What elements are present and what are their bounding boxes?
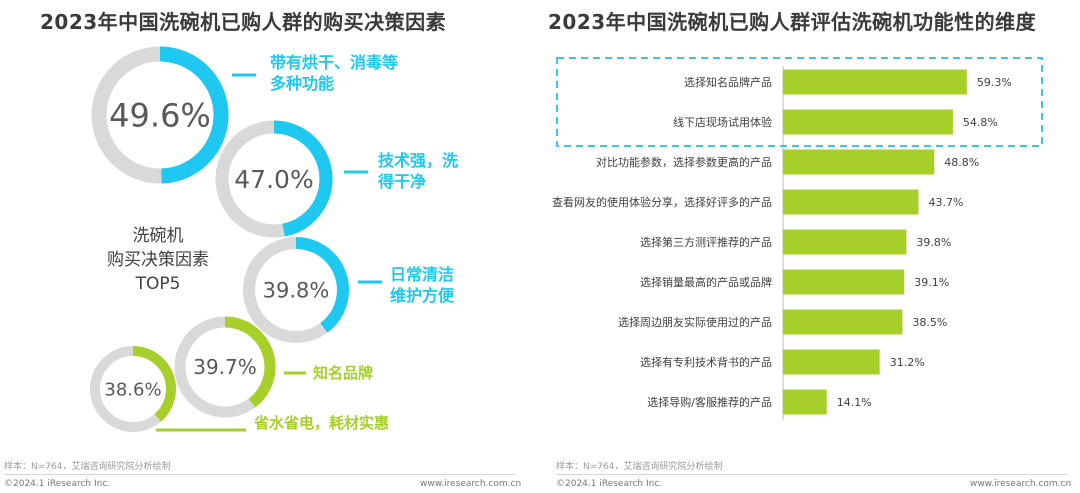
- center-caption-label: 购买决策因素: [107, 250, 209, 270]
- bar: [783, 389, 827, 415]
- ring-value-label: 49.6%: [109, 97, 211, 135]
- bar: [783, 149, 935, 175]
- left-footer-sample: 样本：N=764，艾瑞咨询研究院分析绘制: [4, 462, 171, 472]
- category-label: 对比功能参数，选择参数更高的产品: [596, 155, 772, 169]
- center-caption-label: 洗碗机: [133, 226, 184, 246]
- value-label: 48.8%: [944, 156, 979, 169]
- value-label: 43.7%: [928, 196, 963, 209]
- value-label: 39.8%: [916, 236, 951, 249]
- category-label: 选择导购/客服推荐的产品: [647, 395, 772, 409]
- value-label: 31.2%: [890, 356, 925, 369]
- ring-value-label: 39.8%: [263, 279, 330, 303]
- right-footer-sample: 样本：N=764，艾瑞咨询研究院分析绘制: [556, 462, 723, 472]
- bar: [783, 349, 880, 375]
- bar: [783, 309, 903, 335]
- highlight-box: [556, 57, 1043, 147]
- ring-factor-label: 省水省电，耗材实惠: [253, 414, 389, 432]
- left-footer-copyright: ©2024.1 iResearch Inc.: [4, 479, 111, 489]
- value-label: 14.1%: [837, 396, 872, 409]
- right-footer-website: www.iresearch.com.cn: [970, 479, 1072, 489]
- bar: [783, 69, 967, 95]
- ring-factor-label: 技术强，洗: [378, 151, 458, 170]
- value-label: 59.3%: [977, 76, 1012, 89]
- left-footer-rule: [4, 474, 516, 475]
- bar: [783, 109, 953, 135]
- ring-value-label: 39.7%: [193, 355, 257, 379]
- ring-factor-label: 得干净: [377, 172, 426, 191]
- left-footer-website: www.iresearch.com.cn: [420, 479, 522, 489]
- center-caption-label: TOP5: [135, 274, 181, 294]
- value-label: 39.1%: [914, 276, 949, 289]
- ring-value-label: 38.6%: [104, 379, 161, 400]
- ring-value-arc: [215, 120, 333, 238]
- value-label: 54.8%: [963, 116, 998, 129]
- category-label: 选择知名品牌产品: [684, 75, 772, 89]
- bar: [783, 189, 919, 215]
- ring-value-arc: [174, 316, 276, 418]
- category-label: 线下店现场试用体验: [673, 115, 772, 129]
- category-label: 选择有专利技术背书的产品: [640, 355, 772, 369]
- category-label: 选择周边朋友实际使用过的产品: [618, 315, 772, 329]
- right-footer-copyright: ©2024.1 iResearch Inc.: [556, 479, 663, 489]
- bar: [783, 269, 905, 295]
- ring-factor-label: 维护方便: [390, 286, 455, 305]
- left-chart-title: 2023年中国洗碗机已购人群的购买决策因素: [40, 10, 447, 34]
- ring-value-arc: [243, 237, 349, 343]
- ring-factor-label: 知名品牌: [313, 364, 373, 382]
- ring-factor-label: 带有烘干、消毒等: [270, 53, 398, 72]
- ring-value-label: 47.0%: [234, 165, 313, 194]
- category-label: 选择销量最高的产品或品牌: [640, 275, 772, 289]
- ring-value-arc: [91, 46, 229, 184]
- bar: [783, 229, 907, 255]
- ring-value-arc: [90, 346, 176, 432]
- category-label: 选择第三方测评推荐的产品: [640, 235, 772, 249]
- right-footer-rule: [556, 474, 1068, 475]
- value-label: 38.5%: [912, 316, 947, 329]
- right-chart-title: 2023年中国洗碗机已购人群评估洗碗机功能性的维度: [548, 10, 1037, 34]
- ring-factor-label: 多种功能: [270, 74, 334, 93]
- category-label: 查看网友的使用体验分享，选择好评多的产品: [552, 195, 772, 209]
- ring-factor-label: 日常清洁: [390, 265, 454, 284]
